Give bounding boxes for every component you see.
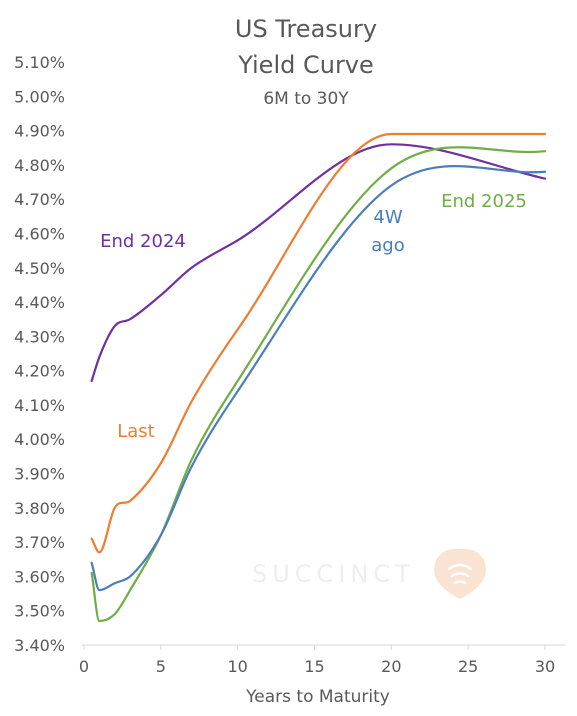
watermark-text: SUCCINCT xyxy=(252,560,415,588)
y-tick-label: 3.90% xyxy=(14,465,65,484)
y-tick-label: 4.80% xyxy=(14,156,65,175)
x-tick-label: 0 xyxy=(79,657,89,676)
y-axis: 3.40% 3.50% 3.60% 3.70% 3.80% 3.90% 4.00% 4.10%… xyxy=(14,53,65,655)
series-line-end-2024 xyxy=(90,143,547,383)
series-label-4w-ago: ago xyxy=(371,235,404,256)
series-line-4w-ago xyxy=(90,165,547,592)
y-tick-label: 3.40% xyxy=(14,636,65,655)
series-label-4w-ago: 4W xyxy=(373,207,402,228)
x-tick-label: 5 xyxy=(156,657,166,676)
y-tick-label: 4.70% xyxy=(14,190,65,209)
y-tick-label: 3.50% xyxy=(14,602,65,621)
x-axis: 0 5 10 15 20 25 30 xyxy=(79,645,555,676)
series-labels: End 2024 Last 4W ago End 2025 xyxy=(100,191,527,442)
y-tick-label: 4.30% xyxy=(14,327,65,346)
watermark: SUCCINCT xyxy=(252,549,486,599)
y-tick-label: 4.20% xyxy=(14,362,65,381)
x-tick-label: 20 xyxy=(381,657,401,676)
y-tick-label: 5.00% xyxy=(14,87,65,106)
y-tick-label: 3.70% xyxy=(14,533,65,552)
series-lines xyxy=(90,132,547,623)
series-label-end-2025: End 2025 xyxy=(441,191,527,212)
series-line-end-2025 xyxy=(90,146,547,623)
x-tick-label: 30 xyxy=(535,657,555,676)
y-tick-label: 4.50% xyxy=(14,259,65,278)
y-tick-label: 4.00% xyxy=(14,430,65,449)
y-tick-label: 4.10% xyxy=(14,396,65,415)
y-tick-label: 5.10% xyxy=(14,53,65,72)
x-tick-label: 15 xyxy=(304,657,324,676)
x-tick-label: 25 xyxy=(458,657,478,676)
chart-title-line-2: Yield Curve xyxy=(237,51,374,79)
y-tick-label: 3.80% xyxy=(14,499,65,518)
y-tick-label: 4.40% xyxy=(14,293,65,312)
x-axis-title: Years to Maturity xyxy=(245,687,390,707)
x-tick-label: 10 xyxy=(227,657,247,676)
series-label-end-2024: End 2024 xyxy=(100,231,186,252)
series-line-last xyxy=(90,132,547,554)
series-label-last: Last xyxy=(117,421,155,442)
y-tick-label: 3.60% xyxy=(14,567,65,586)
watermark-logo-icon xyxy=(434,549,486,599)
y-tick-label: 4.90% xyxy=(14,122,65,141)
y-tick-label: 4.60% xyxy=(14,224,65,243)
chart-title-line-1: US Treasury xyxy=(235,15,377,43)
chart-subtitle: 6M to 30Y xyxy=(263,89,349,109)
